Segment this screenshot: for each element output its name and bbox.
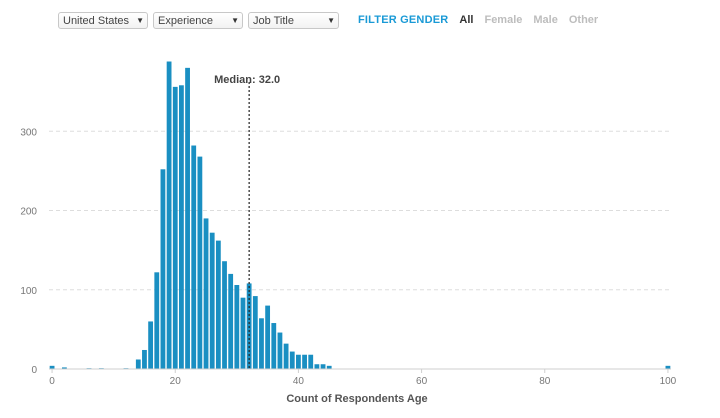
median-label: Median: 32.0 bbox=[214, 74, 280, 86]
histogram-bar[interactable] bbox=[296, 354, 301, 369]
gender-option-female[interactable]: Female bbox=[484, 14, 523, 26]
histogram-bar[interactable] bbox=[148, 321, 154, 369]
x-tick-label: 60 bbox=[416, 376, 428, 387]
histogram-bar[interactable] bbox=[228, 273, 234, 369]
job-title-select-value: Job Title bbox=[253, 14, 294, 27]
chevron-down-icon: ▼ bbox=[231, 15, 239, 25]
histogram-bar[interactable] bbox=[160, 169, 166, 369]
y-tick-label: 0 bbox=[31, 365, 37, 376]
histogram-bar[interactable] bbox=[326, 365, 332, 369]
y-tick-label: 200 bbox=[20, 207, 37, 218]
histogram-bar[interactable] bbox=[265, 305, 271, 369]
histogram-bar[interactable] bbox=[277, 332, 283, 369]
grid-lines bbox=[49, 130, 671, 291]
histogram-bar[interactable] bbox=[283, 343, 289, 369]
histogram-bar[interactable] bbox=[209, 232, 215, 369]
histogram-bar[interactable] bbox=[179, 85, 184, 369]
experience-select-value: Experience bbox=[158, 14, 214, 27]
histogram-bar[interactable] bbox=[222, 261, 227, 369]
histogram-bar[interactable] bbox=[320, 364, 326, 369]
chevron-down-icon: ▼ bbox=[136, 15, 144, 25]
job-title-select[interactable]: Job Title ▼ bbox=[248, 11, 339, 29]
histogram-bar[interactable] bbox=[271, 323, 277, 369]
histogram-bar[interactable] bbox=[314, 364, 320, 369]
histogram-bar[interactable] bbox=[203, 218, 209, 369]
gender-option-all[interactable]: All bbox=[459, 14, 474, 26]
x-tick-label: 20 bbox=[170, 376, 182, 387]
histogram-bar[interactable] bbox=[308, 354, 314, 369]
gender-option-male[interactable]: Male bbox=[533, 14, 558, 26]
chevron-down-icon: ▼ bbox=[327, 15, 335, 25]
axes: 0 100 200 300 0 20 40 60 80 100 Median: 32.0 bbox=[20, 74, 676, 387]
histogram-bar[interactable] bbox=[191, 145, 197, 369]
x-tick-label: 100 bbox=[660, 376, 677, 387]
y-tick-label: 100 bbox=[20, 286, 37, 297]
filter-gender-label: FILTER GENDER bbox=[358, 14, 449, 26]
x-tick-label: 40 bbox=[293, 376, 305, 387]
x-axis-title: Count of Respondents Age bbox=[286, 393, 427, 405]
gender-option-other[interactable]: Other bbox=[568, 14, 599, 26]
histogram-bar[interactable] bbox=[61, 367, 67, 369]
histogram-bar[interactable] bbox=[665, 365, 671, 369]
histogram-bar[interactable] bbox=[166, 61, 172, 369]
histogram-bar[interactable] bbox=[135, 359, 141, 369]
histogram-bar[interactable] bbox=[259, 318, 264, 369]
country-select[interactable]: United States ▼ bbox=[58, 11, 148, 29]
country-select-value: United States bbox=[63, 14, 130, 27]
histogram-bar[interactable] bbox=[185, 67, 190, 369]
filter-bar: United States ▼ Experience ▼ Job Title ▼… bbox=[58, 11, 598, 29]
histogram-bar[interactable] bbox=[289, 351, 295, 369]
histogram-bar[interactable] bbox=[240, 297, 246, 369]
x-tick-label: 0 bbox=[49, 376, 55, 387]
histogram-bar[interactable] bbox=[302, 354, 307, 369]
experience-select[interactable]: Experience ▼ bbox=[153, 11, 243, 29]
histogram-bar[interactable] bbox=[49, 365, 55, 369]
x-tick-label: 80 bbox=[539, 376, 551, 387]
histogram-bar[interactable] bbox=[234, 284, 240, 369]
histogram-bars bbox=[49, 61, 671, 370]
histogram-bar[interactable] bbox=[172, 86, 178, 370]
y-tick-label: 300 bbox=[20, 127, 37, 138]
histogram-bar[interactable] bbox=[142, 349, 147, 369]
histogram-bar[interactable] bbox=[154, 272, 160, 369]
histogram-bar[interactable] bbox=[215, 240, 221, 369]
histogram-bar[interactable] bbox=[252, 296, 258, 369]
histogram-bar[interactable] bbox=[197, 156, 203, 369]
